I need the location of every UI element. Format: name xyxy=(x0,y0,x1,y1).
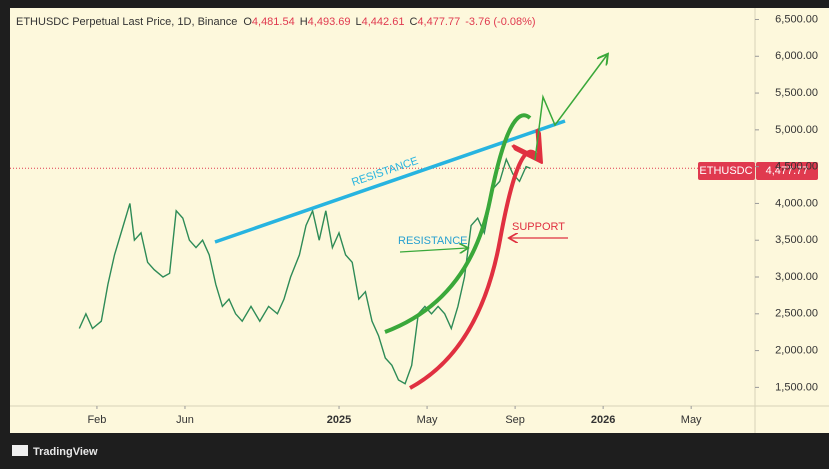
y-tick-label: 2,000.00 xyxy=(775,344,818,356)
y-tick-label: 4,000.00 xyxy=(775,197,818,209)
annotation: SUPPORT xyxy=(512,221,565,233)
ohlc-value: 4,481.54 xyxy=(252,16,295,28)
symbol-tag xyxy=(698,162,755,180)
x-tick-label: Jun xyxy=(176,414,194,426)
brand: TradingView xyxy=(33,446,98,458)
change: -3.76 (-0.08%) xyxy=(465,16,535,28)
x-tick-label: May xyxy=(417,414,438,426)
y-tick-label: 4,500.00 xyxy=(775,161,818,173)
ohlc-value: 4,493.69 xyxy=(308,16,351,28)
legend-header: ETHUSDC Perpetual Last Price, 1D, Binanc… xyxy=(16,16,536,28)
price-label: 4,477.77 xyxy=(766,165,809,177)
trend-curve xyxy=(384,113,532,334)
y-tick-label: 1,500.00 xyxy=(775,381,818,393)
x-tick-label: 2025 xyxy=(327,414,351,426)
ohlc-label: L xyxy=(356,16,362,28)
support-curve xyxy=(409,152,538,390)
y-tick-label: 2,500.00 xyxy=(775,308,818,320)
y-tick-label: 3,000.00 xyxy=(775,271,818,283)
y-tick-label: 6,500.00 xyxy=(775,13,818,25)
price-line xyxy=(78,157,531,385)
ohlc-value: 4,477.77 xyxy=(417,16,460,28)
x-tick-label: Feb xyxy=(87,414,106,426)
logo-icon xyxy=(12,445,28,456)
annotation: RESISTANCE xyxy=(398,235,467,247)
x-tick-label: Sep xyxy=(505,414,525,426)
y-tick-label: 3,500.00 xyxy=(775,234,818,246)
arrow xyxy=(399,248,467,252)
y-tick-label: 5,500.00 xyxy=(775,87,818,99)
ohlc-label: C xyxy=(409,16,417,28)
x-tick-label: 2026 xyxy=(591,414,615,426)
y-tick-label: 5,000.00 xyxy=(775,124,818,136)
x-tick-label: May xyxy=(681,414,702,426)
projection-arrow xyxy=(534,55,607,161)
chart-background xyxy=(10,8,829,433)
price-tag xyxy=(756,162,818,180)
ohlc-label: H xyxy=(300,16,308,28)
ohlc-value: 4,442.61 xyxy=(362,16,405,28)
symbol-label: ETHUSDC xyxy=(699,165,752,177)
ohlc-label: O xyxy=(243,16,252,28)
y-tick-label: 6,000.00 xyxy=(775,50,818,62)
title: ETHUSDC Perpetual Last Price, 1D, Binanc… xyxy=(16,16,237,28)
